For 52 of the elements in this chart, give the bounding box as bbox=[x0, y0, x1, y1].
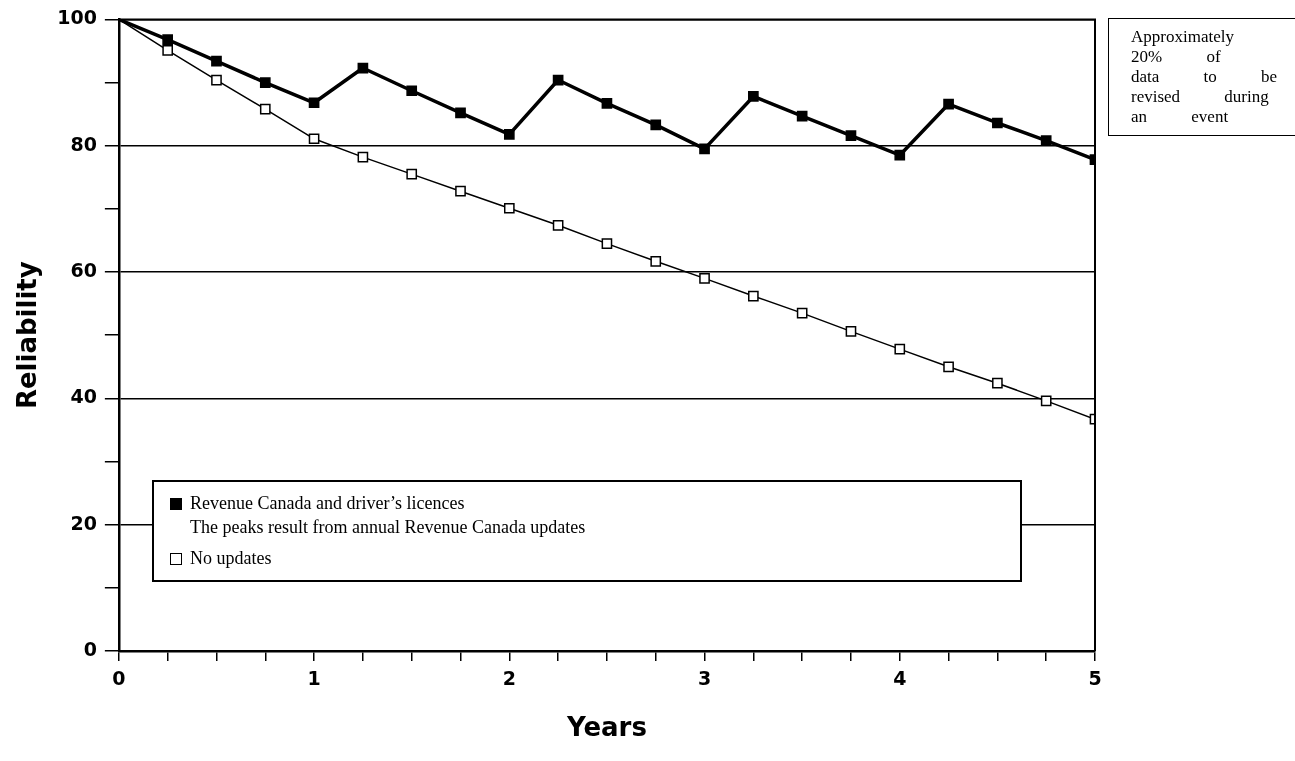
annotation: The peaks result from annual Revenue Canada updates bbox=[190, 517, 587, 538]
point bbox=[650, 255, 662, 267]
point bbox=[748, 91, 759, 102]
y-tick-label: 60 bbox=[70, 258, 97, 281]
point bbox=[259, 77, 271, 88]
point bbox=[308, 133, 320, 145]
point bbox=[211, 74, 222, 86]
point bbox=[894, 343, 906, 355]
point bbox=[845, 326, 857, 337]
point bbox=[748, 290, 759, 302]
point bbox=[162, 34, 174, 45]
point bbox=[455, 185, 466, 197]
point bbox=[406, 168, 418, 180]
x-tick-label: 2 bbox=[502, 667, 516, 690]
point bbox=[455, 107, 466, 119]
x-tick-label: 0 bbox=[112, 667, 126, 690]
point bbox=[211, 55, 222, 67]
point bbox=[1040, 395, 1052, 407]
point bbox=[943, 98, 954, 110]
y-tick-label: 80 bbox=[70, 132, 97, 155]
point bbox=[601, 98, 613, 109]
point bbox=[796, 110, 808, 122]
point bbox=[503, 129, 515, 140]
x-tick-label: 1 bbox=[307, 667, 321, 690]
y-tick-label: 100 bbox=[57, 6, 97, 29]
point bbox=[943, 361, 954, 373]
y-axis-title: Reliability bbox=[12, 261, 43, 410]
y-tick-label: 0 bbox=[83, 637, 97, 660]
x-tick-label: 3 bbox=[697, 667, 712, 690]
y-tick-label: 20 bbox=[70, 511, 97, 534]
y-tick-label: 40 bbox=[70, 385, 97, 408]
point bbox=[162, 45, 174, 56]
point bbox=[992, 117, 1003, 129]
point bbox=[308, 97, 320, 109]
point bbox=[503, 202, 515, 214]
legend-label: Revenue Canada and driver’s licences bbox=[190, 493, 465, 514]
point bbox=[650, 119, 662, 131]
legend-label: No updates bbox=[190, 548, 272, 569]
point bbox=[699, 143, 710, 155]
point bbox=[845, 130, 857, 141]
point bbox=[992, 377, 1003, 389]
text: Approximately 20% of data to be revised during an event bbox=[1108, 18, 1295, 136]
point bbox=[259, 103, 271, 115]
point bbox=[601, 238, 613, 249]
point bbox=[699, 273, 710, 284]
x-tick-label: 5 bbox=[1088, 667, 1102, 690]
x-axis-title: Years bbox=[565, 712, 647, 743]
point bbox=[406, 85, 418, 97]
point bbox=[796, 307, 808, 319]
point bbox=[552, 219, 564, 231]
x-tick-label: 4 bbox=[893, 667, 907, 690]
point bbox=[894, 149, 906, 161]
